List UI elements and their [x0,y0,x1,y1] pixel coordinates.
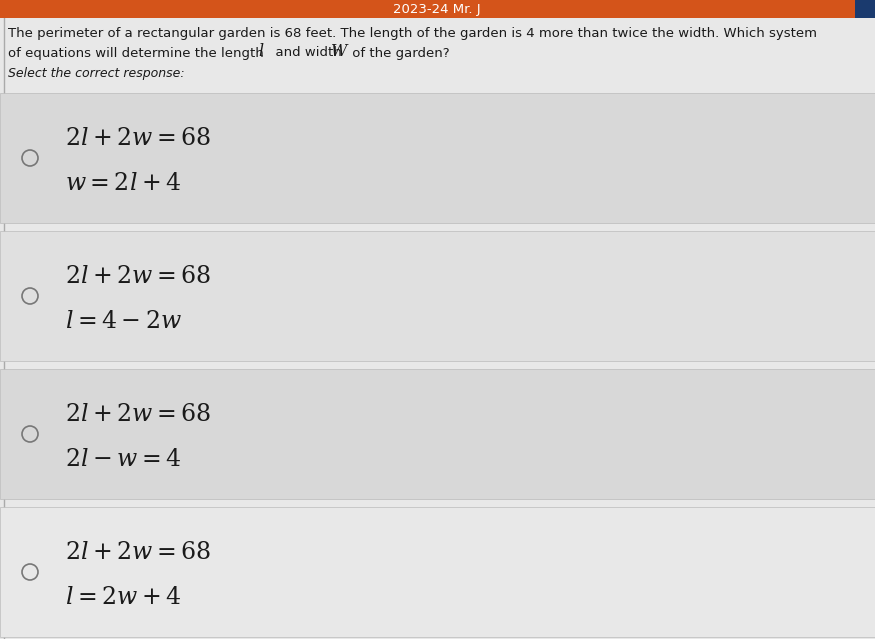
Text: $2l + 2w = 68$: $2l + 2w = 68$ [65,127,211,150]
Text: $\it{l}$: $\it{l}$ [258,43,264,61]
Text: Select the correct response:: Select the correct response: [8,66,185,79]
Text: of equations will determine the length: of equations will determine the length [8,47,268,59]
Text: $2l + 2w = 68$: $2l + 2w = 68$ [65,403,211,426]
Text: $2l + 2w = 68$: $2l + 2w = 68$ [65,265,211,288]
Text: The perimeter of a rectangular garden is 68 feet. The length of the garden is 4 : The perimeter of a rectangular garden is… [8,26,817,40]
Text: $2l + 2w = 68$: $2l + 2w = 68$ [65,541,211,564]
Text: of the garden?: of the garden? [348,47,450,59]
Text: $2l - w = 4$: $2l - w = 4$ [65,449,181,472]
Text: and width: and width [267,47,346,59]
Bar [0,369,875,499]
Bar [0,507,875,637]
Bar [0,231,875,361]
Text: $l = 2w + 4$: $l = 2w + 4$ [65,587,181,610]
Text: $\mathit{W}$: $\mathit{W}$ [330,43,349,61]
Bar [0,93,875,223]
Bar [0,0,875,18]
Bar [0,18,875,93]
Bar [855,0,875,18]
Text: $l = 4 - 2w$: $l = 4 - 2w$ [65,311,182,334]
Text: $w = 2l + 4$: $w = 2l + 4$ [65,173,181,196]
Text: 2023-24 Mr. J: 2023-24 Mr. J [393,3,481,15]
